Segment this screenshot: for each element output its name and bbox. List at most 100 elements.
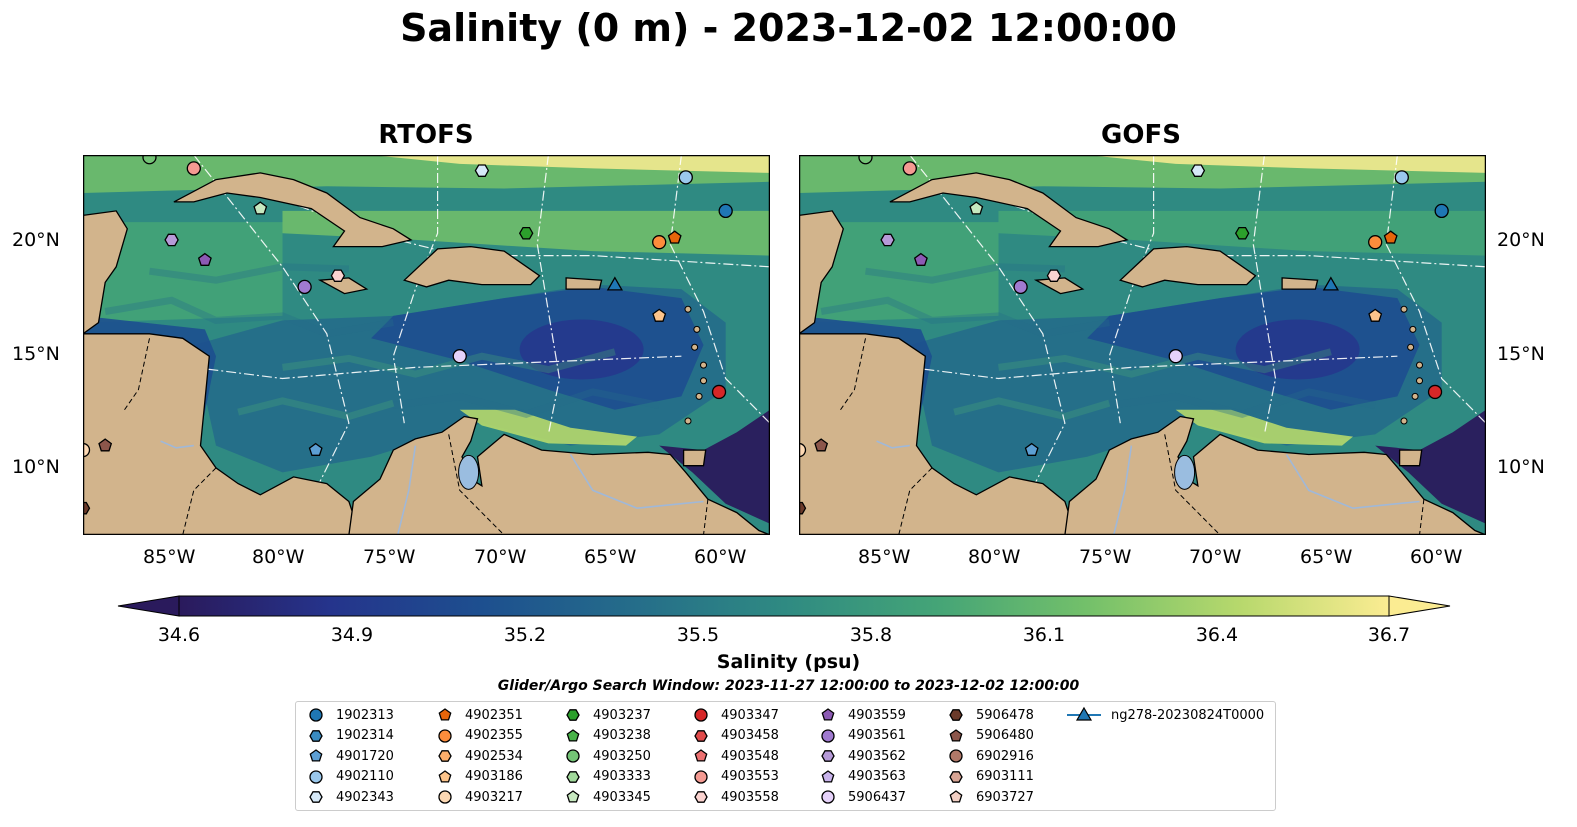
legend-item: 4903553 bbox=[691, 767, 779, 787]
legend-item: 4903548 bbox=[691, 746, 779, 766]
circle-marker-icon bbox=[309, 708, 323, 722]
legend-item: 4903563 bbox=[818, 767, 906, 787]
circle-marker-icon bbox=[309, 769, 323, 784]
argo-float-marker bbox=[518, 226, 534, 240]
salinity-streak bbox=[282, 348, 616, 378]
legend-item: 5906480 bbox=[946, 726, 1034, 746]
land bbox=[1398, 449, 1423, 467]
island bbox=[1411, 392, 1419, 400]
legend-label: 4903561 bbox=[848, 728, 906, 743]
colorbar-tick: 35.8 bbox=[849, 624, 893, 646]
hexagon-symbol bbox=[566, 770, 580, 783]
lat-tick-left: 20°N bbox=[12, 229, 60, 251]
land bbox=[799, 210, 845, 335]
eez-boundary bbox=[193, 155, 350, 513]
argo-float-marker bbox=[667, 230, 682, 244]
colorbar-tick: 35.2 bbox=[503, 624, 547, 646]
argo-float-marker bbox=[880, 233, 895, 247]
circle-symbol bbox=[949, 749, 963, 763]
argo-float-marker bbox=[652, 308, 667, 322]
island bbox=[1400, 417, 1408, 425]
argo-float-marker bbox=[1190, 164, 1206, 177]
argo-float-marker bbox=[678, 170, 693, 185]
legend-item: 4903345 bbox=[563, 787, 651, 807]
pentagon-symbol bbox=[949, 790, 963, 803]
hexagon-symbol bbox=[309, 729, 323, 742]
legend-label: 4903559 bbox=[848, 707, 906, 723]
pentagon-symbol bbox=[821, 708, 835, 721]
legend-label: 4902343 bbox=[336, 789, 394, 805]
hexagon-marker-icon bbox=[309, 729, 323, 742]
circle-marker-icon bbox=[821, 728, 835, 743]
island bbox=[691, 343, 699, 351]
legend-label: 4903548 bbox=[721, 748, 779, 764]
country-border bbox=[838, 338, 866, 413]
legend-label: 6902916 bbox=[976, 748, 1034, 764]
pentagon-symbol bbox=[566, 790, 580, 803]
legend-item: 4903250 bbox=[563, 746, 651, 766]
legend-label: 4903553 bbox=[721, 769, 779, 784]
land bbox=[403, 245, 541, 288]
glider-marker bbox=[606, 276, 623, 291]
salinity-streak bbox=[237, 397, 395, 421]
river bbox=[1112, 445, 1133, 535]
lat-tick-left: 15°N bbox=[12, 343, 60, 365]
legend-item: 4903559 bbox=[818, 705, 906, 725]
lon-tick-right: 65°W bbox=[1300, 546, 1353, 568]
hexagon-symbol bbox=[694, 729, 708, 742]
lon-tick-right: 85°W bbox=[858, 546, 911, 568]
pentagon-symbol bbox=[438, 708, 452, 721]
legend-item: 4902534 bbox=[435, 746, 523, 766]
lon-tick-right: 70°W bbox=[1189, 546, 1242, 568]
country-border bbox=[182, 467, 217, 535]
pentagon-marker-icon bbox=[309, 749, 323, 762]
orinoco-plume bbox=[659, 409, 770, 524]
colorbar-min-extension bbox=[117, 595, 180, 617]
salinity-streak bbox=[865, 263, 1066, 284]
legend-label: 4903217 bbox=[465, 789, 523, 805]
argo-float-marker bbox=[186, 161, 201, 176]
land bbox=[1281, 277, 1319, 290]
colorbar-tick: 36.1 bbox=[1022, 624, 1066, 646]
island bbox=[684, 417, 692, 425]
circle-symbol bbox=[438, 728, 452, 743]
colorbar-label: Salinity (psu) bbox=[716, 651, 861, 673]
land bbox=[565, 277, 603, 290]
hexagon-marker-icon bbox=[694, 729, 708, 742]
hexagon-marker-icon bbox=[566, 709, 580, 721]
argo-float-marker bbox=[1024, 442, 1039, 456]
hexagon-marker-icon bbox=[949, 709, 963, 721]
lake-maracaibo bbox=[1174, 454, 1196, 490]
salinity-band bbox=[371, 155, 770, 173]
legend-label: 1902313 bbox=[336, 707, 394, 723]
country-border bbox=[1419, 499, 1425, 535]
pentagon-marker-icon bbox=[949, 790, 963, 803]
lon-tick-left: 80°W bbox=[252, 546, 305, 568]
lon-tick-left: 75°W bbox=[363, 546, 416, 568]
circle-marker-icon bbox=[821, 790, 835, 804]
legend-item: 1902313 bbox=[306, 705, 394, 725]
river bbox=[569, 454, 704, 510]
argo-float-marker bbox=[652, 235, 667, 250]
colorbar bbox=[117, 595, 1451, 617]
circle-symbol bbox=[566, 749, 580, 763]
salinity-band bbox=[1087, 155, 1486, 173]
legend-item: 5906437 bbox=[818, 787, 906, 807]
argo-float-marker bbox=[1368, 308, 1383, 322]
legend-label: 4903238 bbox=[593, 728, 651, 743]
circle-symbol bbox=[821, 728, 835, 743]
pentagon-marker-icon bbox=[438, 769, 452, 783]
eez-boundary bbox=[536, 155, 561, 435]
island bbox=[695, 392, 703, 400]
country-border bbox=[448, 434, 505, 535]
lat-tick-right: 20°N bbox=[1497, 229, 1545, 251]
hexagon-marker-icon bbox=[566, 770, 580, 783]
lon-tick-right: 60°W bbox=[1410, 546, 1463, 568]
argo-float-marker bbox=[330, 269, 346, 282]
orinoco-plume bbox=[1375, 409, 1486, 524]
legend-item: 4902355 bbox=[435, 726, 523, 746]
island bbox=[1409, 325, 1417, 333]
pentagon-symbol bbox=[566, 728, 580, 742]
salinity-band bbox=[799, 222, 999, 323]
legend-label: 4902351 bbox=[465, 707, 523, 723]
